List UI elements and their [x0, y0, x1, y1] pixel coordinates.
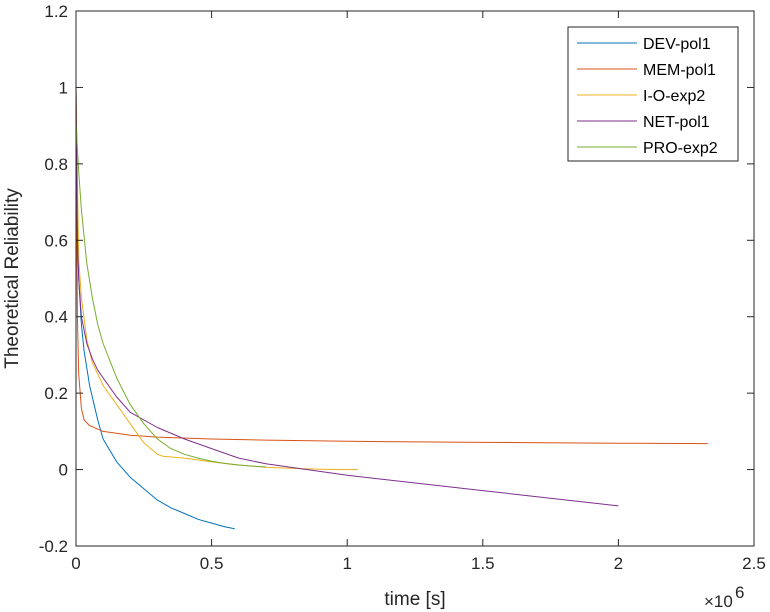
y-axis-label: Theoretical Reliability: [2, 188, 23, 369]
x-tick-label: 0.5: [200, 554, 224, 573]
series-line-net-pol1: [75, 87, 619, 507]
y-tick-label: -0.2: [39, 537, 68, 556]
x-tick-label: 2.5: [742, 554, 766, 573]
legend-label-i-o-exp2: I-O-exp2: [643, 88, 705, 105]
ticks-layer: 0 0.5 1 1.5 2 2.5-0.200.20.40.60.811.2: [39, 2, 766, 573]
legend-label-dev-pol1: DEV-pol1: [643, 36, 711, 53]
y-tick-label: 0: [59, 461, 68, 480]
series-line-mem-pol1: [75, 87, 708, 445]
y-tick-label: 0.4: [44, 308, 68, 327]
x-tick-label: 0: [71, 554, 80, 573]
legend-label-mem-pol1: MEM-pol1: [643, 62, 716, 79]
y-tick-label: 1.2: [44, 2, 68, 21]
series-line-i-o-exp2: [75, 87, 358, 471]
x-axis-multiplier: ×10: [704, 592, 733, 611]
x-tick-label: 1: [342, 554, 351, 573]
y-tick-label: 0.6: [44, 231, 68, 250]
x-tick-label: 2: [614, 554, 623, 573]
y-tick-label: 0.2: [44, 384, 68, 403]
x-axis-exponent-value: 6: [735, 583, 744, 602]
legend-box: [567, 26, 739, 162]
y-tick-label: 1: [59, 78, 68, 97]
axes-box: [75, 10, 755, 547]
legend-label-net-pol1: NET-pol1: [643, 114, 710, 131]
series-line-pro-exp2: [75, 121, 266, 468]
x-tick-label: 1.5: [471, 554, 495, 573]
legend: DEV-pol1 MEM-pol1 I-O-exp2 NET-pol1 PRO-exp2: [567, 26, 739, 162]
y-tick-label: 0.8: [44, 155, 68, 174]
x-axis-label: time [s]: [384, 589, 445, 610]
legend-label-pro-exp2: PRO-exp2: [643, 140, 718, 157]
x-axis-exponent: ×10 6: [704, 583, 744, 611]
